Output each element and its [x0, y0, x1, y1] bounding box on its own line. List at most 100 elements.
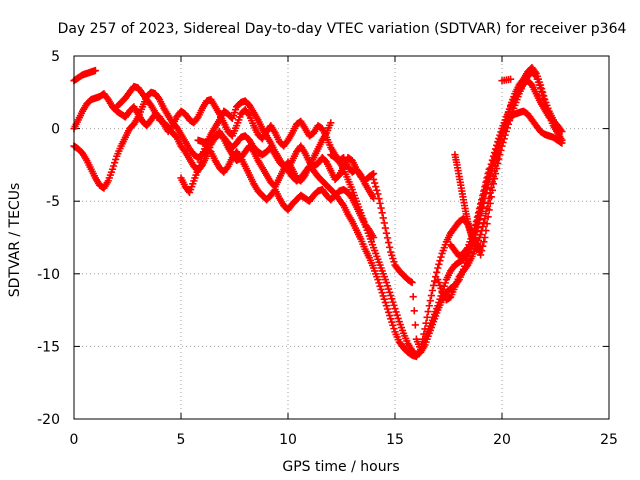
data-point: [435, 260, 443, 268]
data-point: [390, 301, 398, 309]
data-point: [91, 66, 99, 75]
series-arc-12: [498, 75, 515, 85]
data-point: [112, 155, 120, 164]
x-tick-labels: 0 5 10 15 20 25: [70, 432, 618, 448]
data-point: [494, 151, 502, 159]
data-point: [490, 167, 499, 175]
data-point: [373, 186, 381, 194]
y-tick-label: -20: [37, 412, 60, 428]
data-point: [500, 124, 508, 132]
data-point: [480, 187, 488, 195]
data-point: [477, 200, 485, 208]
data-point: [386, 243, 394, 251]
data-series: [70, 64, 566, 361]
x-tick-label: 10: [279, 432, 297, 448]
data-point: [194, 165, 202, 173]
y-tick-label: -5: [46, 194, 60, 210]
data-point: [472, 217, 480, 226]
data-point: [478, 196, 486, 204]
data-point: [386, 311, 394, 320]
data-point: [478, 246, 486, 255]
data-point: [437, 253, 445, 261]
data-point: [108, 165, 117, 173]
data-point: [379, 214, 387, 222]
data-point: [473, 213, 481, 221]
data-point: [377, 204, 385, 212]
data-point: [384, 238, 393, 247]
data-point: [483, 204, 491, 213]
data-point: [539, 88, 547, 96]
data-point: [375, 195, 383, 203]
data-point: [429, 281, 438, 290]
data-point: [378, 209, 386, 217]
data-point: [370, 233, 378, 242]
data-point: [480, 219, 488, 227]
data-point: [418, 340, 426, 348]
data-point: [496, 141, 504, 149]
data-point: [433, 268, 441, 276]
data-point: [376, 282, 384, 290]
data-point: [488, 178, 496, 186]
data-point: [408, 278, 416, 287]
data-point: [411, 321, 419, 329]
data-point: [491, 162, 500, 170]
data-point: [483, 220, 491, 228]
data-point: [486, 164, 494, 172]
data-point: [506, 75, 515, 83]
data-point: [479, 191, 487, 199]
data-point: [493, 156, 501, 164]
data-point: [423, 313, 431, 321]
data-point: [383, 282, 392, 290]
data-point: [193, 114, 201, 123]
data-point: [482, 209, 490, 218]
data-point: [381, 298, 389, 307]
data-point: [378, 289, 386, 297]
data-point: [558, 136, 566, 144]
data-point: [380, 219, 388, 227]
data-point: [487, 183, 495, 192]
data-point: [383, 234, 392, 242]
x-tick-label: 25: [600, 432, 618, 448]
data-point: [394, 314, 402, 323]
y-tick-labels: 5 0 -5 -10 -15 -20: [37, 49, 60, 428]
data-point: [338, 200, 347, 208]
data-point: [327, 119, 335, 127]
y-tick-label: -15: [37, 339, 60, 355]
data-point: [502, 116, 510, 124]
data-point: [375, 279, 383, 287]
data-point: [424, 307, 432, 316]
data-point: [388, 251, 396, 259]
data-point: [501, 120, 509, 128]
x-tick-label: 20: [493, 432, 511, 448]
data-point: [419, 335, 427, 343]
data-point: [393, 311, 401, 319]
data-point: [383, 305, 392, 313]
data-point: [381, 224, 389, 232]
data-point: [195, 162, 203, 170]
data-point: [377, 285, 385, 294]
data-point: [477, 242, 485, 250]
data-point: [536, 81, 545, 89]
data-point: [479, 223, 487, 231]
data-point: [382, 229, 391, 237]
data-point: [390, 258, 398, 266]
data-point: [504, 109, 513, 117]
data-point: [389, 321, 397, 329]
data-point: [484, 170, 492, 178]
data-point: [503, 112, 511, 120]
data-point: [463, 262, 471, 271]
data-point: [387, 248, 395, 256]
data-point: [417, 345, 425, 353]
data-point: [111, 159, 119, 167]
data-point: [421, 325, 429, 333]
data-point: [387, 315, 395, 323]
data-point: [391, 305, 399, 313]
data-point: [484, 199, 492, 207]
data-point: [387, 291, 395, 300]
data-point: [436, 257, 444, 265]
y-tick-label: 5: [51, 49, 60, 65]
data-point: [154, 94, 163, 102]
data-point: [428, 286, 437, 295]
data-point: [483, 174, 491, 182]
data-point: [244, 110, 253, 118]
